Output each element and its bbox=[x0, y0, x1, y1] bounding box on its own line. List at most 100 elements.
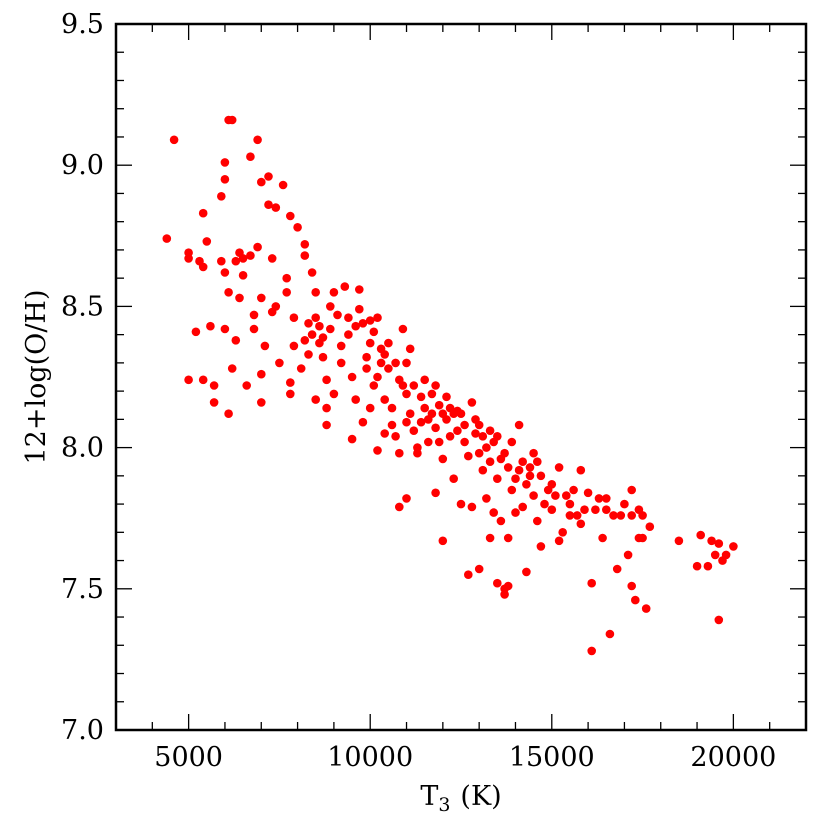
data-point bbox=[326, 324, 335, 334]
data-point bbox=[402, 358, 411, 368]
data-point bbox=[318, 352, 328, 362]
data-point bbox=[638, 511, 647, 520]
data-point bbox=[264, 172, 273, 181]
data-point bbox=[558, 528, 567, 537]
data-point bbox=[322, 403, 331, 413]
data-point bbox=[282, 288, 292, 297]
data-point bbox=[518, 457, 527, 467]
data-point bbox=[209, 381, 219, 390]
data-point bbox=[434, 437, 444, 447]
data-point bbox=[217, 256, 226, 266]
data-point bbox=[289, 341, 299, 351]
data-point bbox=[322, 420, 331, 430]
data-point bbox=[507, 485, 517, 495]
data-point bbox=[409, 381, 419, 390]
data-points bbox=[162, 115, 738, 656]
x-axis-label: T3 (K) bbox=[420, 781, 501, 816]
data-point bbox=[493, 474, 502, 484]
data-point bbox=[511, 474, 520, 484]
data-point bbox=[278, 180, 288, 190]
data-point bbox=[271, 302, 281, 311]
data-point bbox=[612, 564, 622, 574]
data-point bbox=[286, 389, 295, 399]
data-point bbox=[427, 409, 437, 419]
data-point bbox=[260, 341, 270, 351]
data-point bbox=[460, 420, 469, 430]
data-point bbox=[373, 372, 382, 382]
data-point bbox=[395, 448, 404, 458]
data-point bbox=[449, 474, 459, 484]
data-point bbox=[238, 271, 248, 280]
data-point bbox=[384, 364, 393, 373]
y-tick-label: 7.0 bbox=[61, 715, 104, 746]
data-point bbox=[493, 578, 502, 588]
data-point bbox=[420, 375, 430, 385]
data-point bbox=[220, 324, 230, 334]
data-point bbox=[703, 561, 713, 571]
data-point bbox=[365, 316, 375, 325]
data-point bbox=[627, 511, 636, 520]
data-point bbox=[565, 511, 575, 520]
data-point bbox=[257, 369, 266, 379]
data-point bbox=[420, 403, 430, 413]
data-point bbox=[391, 432, 400, 441]
data-point bbox=[249, 310, 259, 320]
data-point bbox=[373, 446, 382, 455]
data-point bbox=[536, 471, 546, 481]
data-point bbox=[184, 254, 193, 263]
data-point bbox=[224, 409, 233, 419]
data-point bbox=[474, 564, 484, 574]
data-point bbox=[674, 536, 684, 546]
data-point bbox=[438, 454, 448, 464]
x-tick-label: 20000 bbox=[690, 742, 776, 773]
data-point bbox=[311, 288, 321, 297]
data-point bbox=[286, 378, 295, 387]
data-point bbox=[351, 321, 361, 331]
data-point bbox=[257, 293, 266, 303]
data-point bbox=[304, 319, 313, 328]
data-point bbox=[300, 336, 310, 345]
data-point bbox=[503, 533, 513, 543]
data-point bbox=[307, 330, 317, 339]
y-tick-label: 9.5 bbox=[61, 9, 104, 40]
data-point bbox=[253, 242, 262, 252]
data-point bbox=[224, 288, 233, 297]
data-point bbox=[395, 502, 404, 512]
data-point bbox=[533, 516, 542, 526]
data-point bbox=[641, 604, 651, 613]
data-point bbox=[355, 285, 364, 294]
data-point bbox=[336, 341, 346, 351]
data-point bbox=[427, 389, 437, 399]
data-point bbox=[340, 282, 350, 291]
data-point bbox=[580, 505, 589, 514]
data-point bbox=[500, 448, 509, 458]
data-point bbox=[307, 268, 317, 277]
data-point bbox=[293, 223, 302, 232]
data-point bbox=[257, 398, 266, 407]
axis-ticks bbox=[115, 23, 807, 731]
data-point bbox=[471, 429, 480, 438]
data-point bbox=[721, 550, 731, 560]
data-point bbox=[238, 254, 248, 263]
data-point bbox=[525, 471, 535, 481]
data-point bbox=[627, 485, 636, 495]
data-point bbox=[380, 350, 390, 359]
data-point bbox=[347, 434, 357, 444]
data-point bbox=[554, 536, 564, 546]
data-point bbox=[271, 203, 281, 212]
y-axis-label: 12+log(O/H) bbox=[21, 290, 52, 465]
data-point bbox=[362, 352, 371, 362]
data-point bbox=[296, 364, 306, 373]
data-point bbox=[511, 508, 520, 517]
data-point bbox=[198, 208, 208, 218]
data-point bbox=[282, 273, 292, 283]
data-point bbox=[344, 330, 353, 339]
data-point bbox=[460, 437, 469, 447]
data-point bbox=[220, 175, 230, 184]
data-point bbox=[351, 395, 361, 404]
data-point bbox=[482, 494, 491, 503]
data-point bbox=[474, 448, 484, 458]
data-point bbox=[536, 542, 546, 551]
data-point bbox=[493, 432, 502, 441]
